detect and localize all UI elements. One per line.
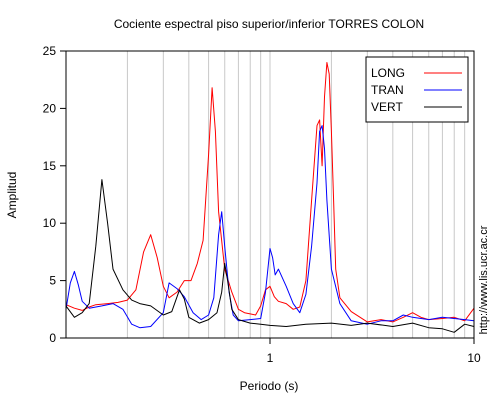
legend-label-tran: TRAN [371, 83, 404, 97]
plot-area [65, 62, 475, 333]
legend-label-vert: VERT [371, 100, 403, 114]
x-tick-label: 10 [467, 351, 481, 365]
series-line-vert [65, 179, 475, 333]
y-tick-label: 15 [43, 159, 57, 173]
y-tick-label: 0 [49, 331, 56, 345]
y-tick-label: 5 [49, 274, 56, 288]
legend: LONG TRAN VERT [365, 56, 469, 123]
legend-box [365, 56, 469, 123]
x-axis-label: Periodo (s) [240, 379, 299, 393]
y-axis-label: Amplitud [5, 172, 19, 219]
legend-label-long: LONG [371, 66, 405, 80]
x-tick-label: 1 [267, 351, 274, 365]
y-tick-label: 25 [43, 44, 57, 58]
x-axis-ticks: 1 10 [267, 338, 481, 365]
watermark-url: http://www.lis.ucr.ac.cr [478, 225, 490, 334]
chart-title: Cociente espectral piso superior/inferio… [114, 17, 424, 31]
y-tick-label: 10 [43, 216, 57, 230]
y-tick-label: 20 [43, 101, 57, 115]
y-axis-ticks: 0 5 10 15 20 25 [43, 44, 66, 345]
